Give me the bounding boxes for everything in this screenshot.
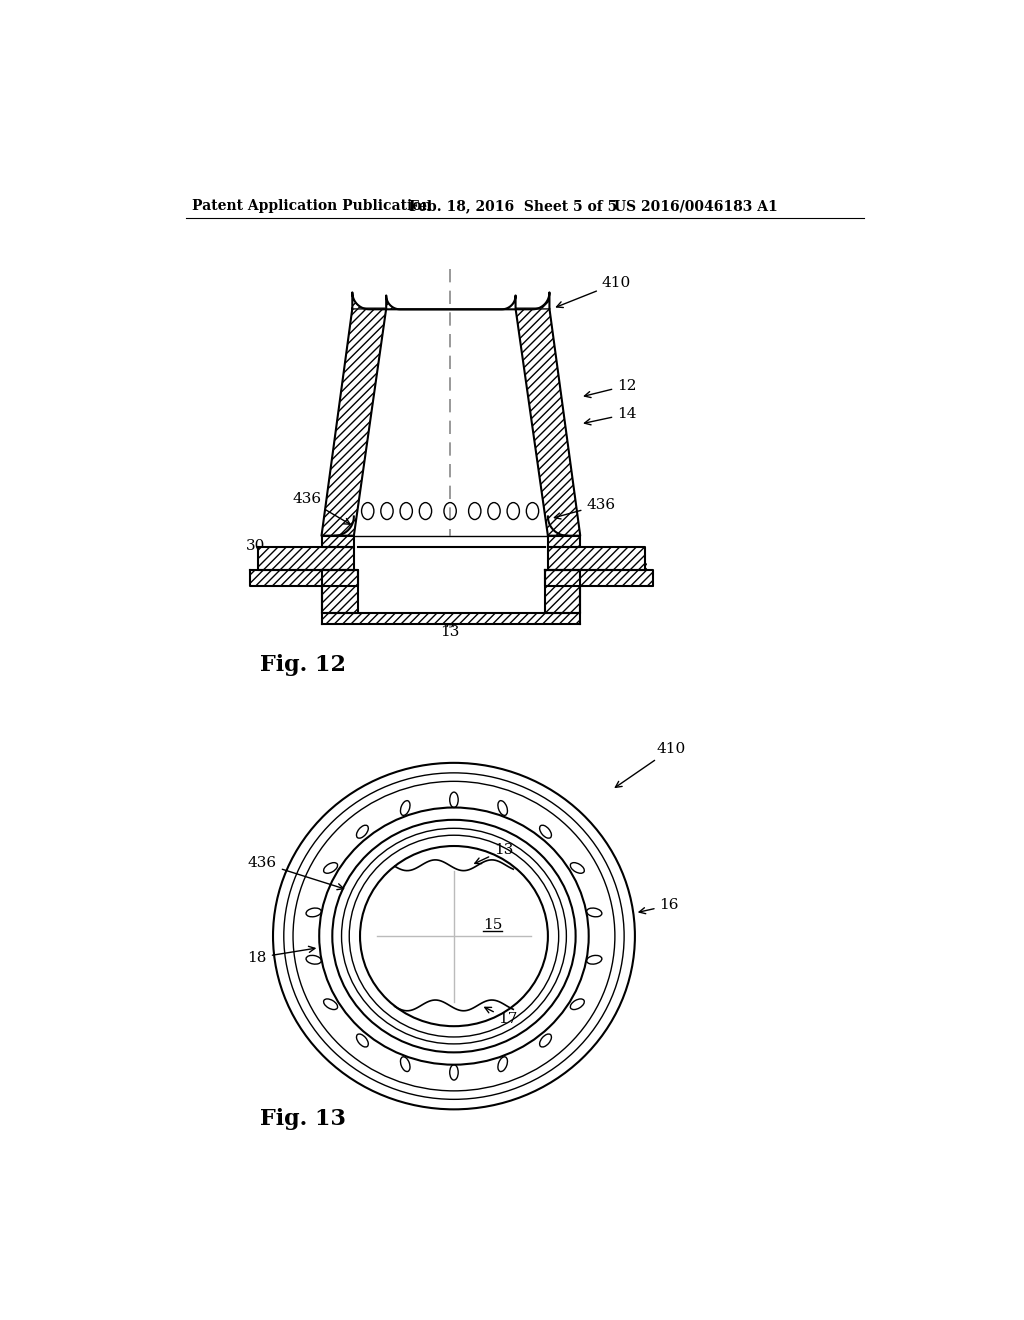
Polygon shape (322, 309, 386, 536)
Text: Patent Application Publication: Patent Application Publication (193, 199, 432, 213)
Text: Feb. 18, 2016  Sheet 5 of 5: Feb. 18, 2016 Sheet 5 of 5 (410, 199, 617, 213)
Polygon shape (322, 536, 354, 548)
Polygon shape (357, 548, 545, 612)
Text: 14: 14 (585, 407, 637, 425)
Polygon shape (250, 570, 357, 586)
Text: Fig. 13: Fig. 13 (260, 1109, 346, 1130)
Text: 436: 436 (248, 855, 344, 890)
Text: 436: 436 (293, 492, 350, 524)
Text: 13: 13 (440, 619, 460, 639)
Text: 18: 18 (248, 946, 315, 965)
Text: 16: 16 (639, 899, 679, 913)
Text: 15: 15 (483, 917, 503, 932)
Polygon shape (545, 570, 581, 612)
Polygon shape (352, 293, 550, 309)
Polygon shape (354, 309, 548, 536)
Polygon shape (548, 536, 581, 548)
Text: 410: 410 (615, 742, 686, 787)
Text: 17: 17 (484, 1007, 518, 1026)
Polygon shape (545, 570, 652, 586)
Text: 410: 410 (557, 276, 631, 308)
Text: Fig. 12: Fig. 12 (260, 655, 346, 676)
Polygon shape (322, 570, 357, 612)
Text: 13: 13 (475, 843, 513, 863)
Polygon shape (515, 309, 581, 536)
Text: 16: 16 (612, 564, 649, 578)
Text: 12: 12 (585, 379, 637, 397)
Polygon shape (354, 536, 548, 548)
Polygon shape (386, 296, 515, 309)
Text: 436: 436 (554, 498, 615, 519)
Text: US 2016/0046183 A1: US 2016/0046183 A1 (614, 199, 778, 213)
Text: 30: 30 (246, 540, 288, 557)
Polygon shape (322, 612, 581, 624)
Polygon shape (548, 548, 645, 570)
Polygon shape (258, 548, 354, 570)
